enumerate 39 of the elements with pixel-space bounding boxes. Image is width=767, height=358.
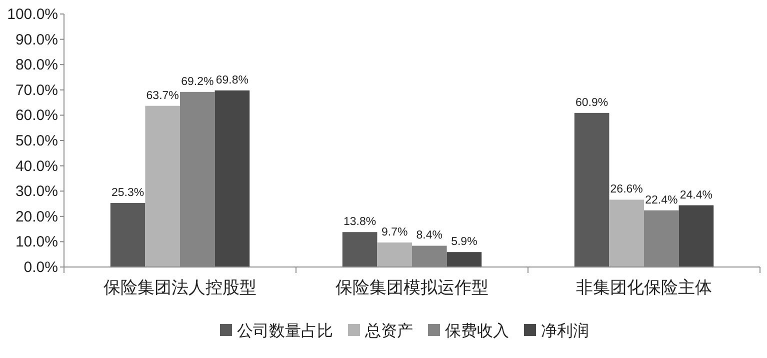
y-tick-label: 70.0% — [15, 82, 58, 99]
bar — [214, 90, 250, 267]
data-label: 22.4% — [645, 194, 678, 206]
bar — [110, 202, 146, 267]
bar — [609, 200, 644, 267]
y-tick-label: 0.0% — [24, 259, 58, 276]
y-tick-label: 50.0% — [15, 132, 58, 150]
y-tick-label: 80.0% — [15, 56, 58, 74]
y-tick-label: 40.0% — [15, 158, 58, 175]
data-label: 13.8% — [343, 216, 376, 228]
x-tick-label: 保险集团法人控股型 — [104, 278, 256, 297]
y-tick-label: 30.0% — [15, 183, 58, 200]
data-label: 63.7% — [146, 90, 179, 102]
data-label: 60.9% — [575, 96, 608, 109]
y-tick-label: 10.0% — [15, 234, 58, 251]
data-label: 26.6% — [610, 184, 643, 196]
x-tick-label: 保险集团模拟运作型 — [336, 278, 488, 297]
data-label: 69.8% — [216, 74, 249, 86]
legend-label: 净利润 — [541, 322, 589, 340]
bar — [145, 106, 180, 267]
y-tick-label: 100.0% — [7, 6, 58, 23]
data-label: 5.9% — [451, 236, 478, 248]
legend-label: 总资产 — [364, 322, 413, 340]
x-tick-label: 非集团化保险主体 — [576, 278, 712, 297]
legend-label: 公司数量占比 — [237, 322, 333, 340]
data-label: 9.7% — [381, 226, 408, 238]
data-label: 25.3% — [111, 186, 144, 199]
legend-label: 保费收入 — [445, 322, 509, 340]
data-label: 69.2% — [181, 76, 214, 88]
bar — [574, 112, 610, 267]
bar — [446, 252, 482, 267]
y-tick-label: 90.0% — [15, 31, 58, 48]
y-tick-label: 20.0% — [15, 208, 58, 226]
data-label: 8.4% — [416, 230, 443, 242]
bar — [342, 232, 378, 267]
bar — [678, 205, 714, 267]
y-tick-label: 60.0% — [15, 107, 58, 124]
bar — [377, 242, 412, 267]
data-label: 24.4% — [680, 189, 713, 202]
